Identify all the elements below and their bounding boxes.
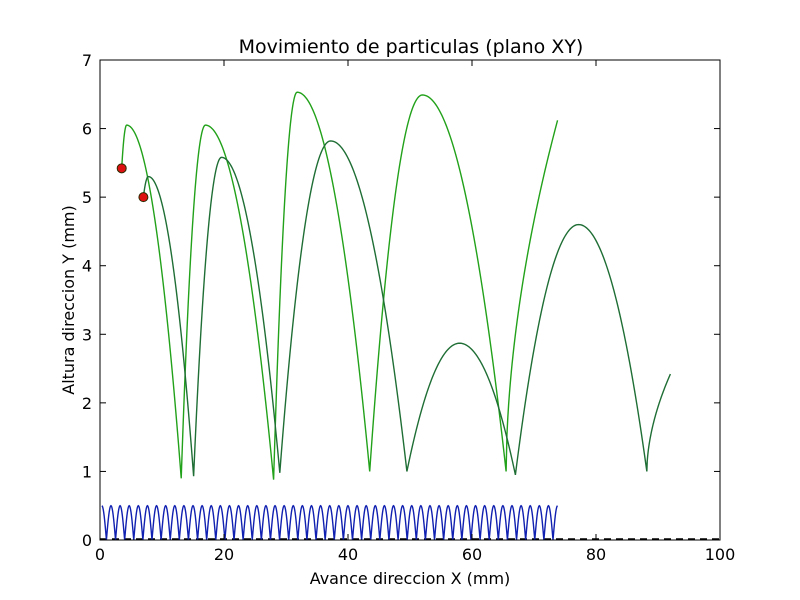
y-tick-label: 6 — [82, 120, 92, 139]
x-axis-label: Avance direccion X (mm) — [310, 569, 511, 588]
start-marker-1 — [116, 163, 127, 174]
x-tick-label: 100 — [705, 545, 736, 564]
plot-area — [100, 91, 720, 541]
y-tick-label: 3 — [82, 325, 92, 344]
series-line-2 — [142, 140, 672, 477]
x-tick-label: 60 — [462, 545, 482, 564]
plot-frame — [99, 59, 721, 541]
series-line-3 — [101, 504, 559, 541]
start-marker-2 — [138, 192, 149, 203]
x-tick-label: 40 — [338, 545, 358, 564]
y-tick-label: 1 — [82, 462, 92, 481]
y-tick-label: 2 — [82, 394, 92, 413]
axes-ticks: 0 20 40 60 80 100 0 1 2 3 4 5 6 7 — [82, 51, 735, 564]
y-tick-label: 4 — [82, 257, 92, 276]
y-tick-label: 7 — [82, 51, 92, 70]
x-tick-label: 80 — [586, 545, 606, 564]
x-tick-label: 0 — [95, 545, 105, 564]
x-tick-label: 20 — [214, 545, 234, 564]
series-line-1 — [121, 91, 559, 480]
chart-title: Movimiento de particulas (plano XY) — [239, 36, 584, 58]
y-tick-label: 0 — [82, 531, 92, 550]
y-tick-label: 5 — [82, 188, 92, 207]
y-axis-label: Altura direccion Y (mm) — [59, 205, 78, 395]
